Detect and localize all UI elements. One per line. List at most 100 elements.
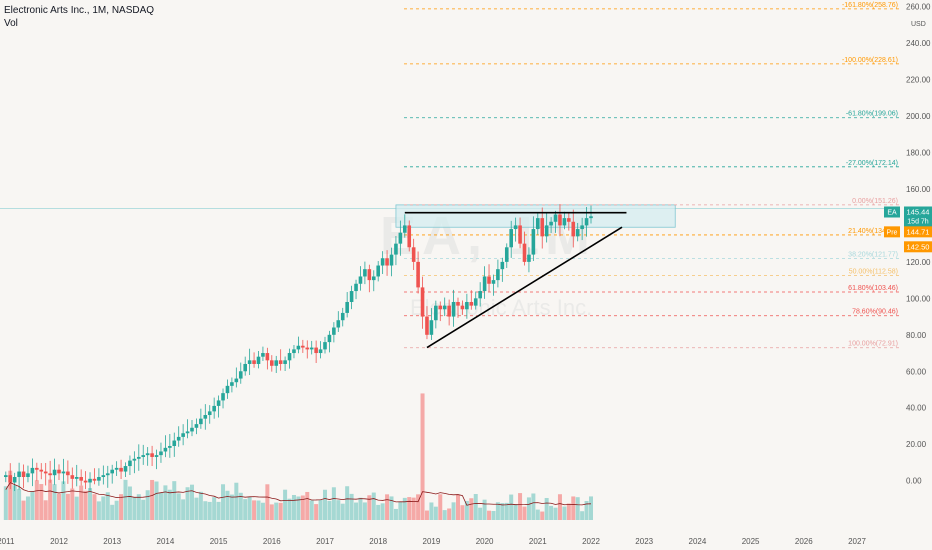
volume-bar [416,494,421,520]
volume-bar [34,480,39,520]
price-tag-label: EA [887,210,897,217]
volume-bar [127,486,132,520]
price-tag-box [904,206,932,227]
candle-body [438,305,443,310]
candle-body [212,405,216,412]
volume-bar [522,506,527,520]
y-tick-label: 20.00 [906,440,927,449]
volume-bar [367,495,372,520]
volume-bars [3,393,593,520]
candle-body [589,216,593,219]
volume-bar [549,505,554,520]
volume-bar [526,497,531,520]
candle-body [562,218,567,226]
volume-bar [252,500,257,520]
volume-bar [221,484,226,520]
fib-level-label: 78.60%(90.46) [852,309,898,316]
candle-body [283,360,287,364]
volume-bar [296,496,301,520]
candle-body [123,466,128,472]
volume-bar [562,506,567,520]
y-tick-label: 260.00 [906,3,931,12]
candle-body [230,382,234,386]
volume-bar [535,509,540,520]
candle-body [314,347,318,354]
volume-bar [8,470,13,520]
candle-body [407,225,412,248]
candle-body [376,265,380,277]
volume-bar [96,501,101,520]
volume-bar [70,488,75,520]
volume-bar [589,496,593,520]
chart-header: Electronic Arts Inc., 1M, NASDAQ Vol [4,4,154,30]
volume-bar [238,492,243,520]
candle-body [128,460,132,467]
y-tick-label: 220.00 [906,76,931,85]
candle-body [403,225,407,233]
candle-body [420,287,425,317]
volume-bar [176,493,181,520]
volume-bar [21,500,26,520]
volume-bar [314,504,319,520]
volume-bar [212,497,217,520]
volume-bar [181,499,186,520]
fib-level-label: -161.80%(258.76) [842,2,898,9]
volume-bar [340,503,345,520]
x-tick-label: 2017 [316,537,334,546]
volume-moving-average [5,482,592,506]
candle-body [367,269,372,281]
candle-body [411,247,416,262]
candle-body [567,218,571,222]
candle-body [97,477,101,481]
volume-bar [101,496,106,520]
volume-bar [309,500,314,520]
candle-body [66,471,70,476]
x-axis: 2011 2012 2013 2014 2015 2016 2017 2018 2019 2020… [0,537,866,546]
volume-bar [12,485,17,520]
candle-body [57,469,61,474]
candle-body [119,467,123,472]
volume-bar [61,481,66,520]
candle-body [336,320,341,328]
x-tick-label: 2015 [210,537,228,546]
volume-bar [442,510,447,520]
volume-bar [491,510,496,520]
candle-body [238,371,243,379]
volume-bar [3,486,8,520]
candle-body [305,347,310,350]
price-tag-value: 144.71 [907,227,930,236]
volume-bar [260,502,265,520]
candle-body [571,221,576,237]
fib-level-label: -100.00%(228.61) [842,57,898,64]
price-tag-box [904,226,932,238]
candle-body [465,301,469,310]
candle-body [101,475,106,478]
candle-body [21,471,26,478]
candle-body [261,353,265,357]
volume-bar [398,501,403,520]
volume-bar [331,487,336,520]
x-tick-label: 2016 [263,537,281,546]
volume-bar [25,496,30,520]
volume-bar [345,486,350,520]
candle-body [500,261,505,270]
fib-level-label: 61.80%(103.46) [848,285,898,292]
volume-bar [376,504,381,520]
volume-bar [158,492,163,520]
volume-bar [198,491,203,520]
candle-body [234,378,239,383]
candle-body [150,453,154,457]
candle-body [363,269,367,277]
volume-bar [469,498,474,520]
volume-bar [380,503,385,520]
y-tick-label: 240.00 [906,39,931,48]
candle-body [473,298,478,306]
volume-bar [190,484,194,520]
volume-bar [495,502,500,520]
volume-bar [110,504,115,520]
symbol-title[interactable]: Electronic Arts Inc., 1M, NASDAQ [4,5,155,16]
fib-level-label: -61.80%(199.06) [846,111,898,118]
resistance-zone [395,204,676,228]
